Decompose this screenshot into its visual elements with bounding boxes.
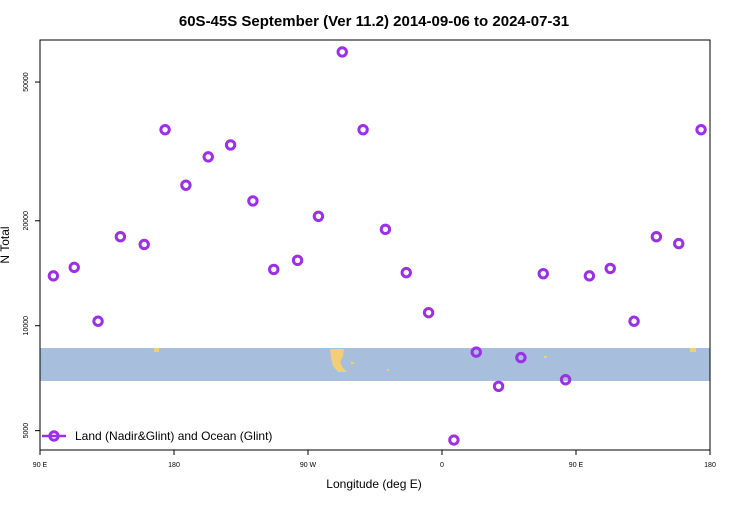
legend: Land (Nadir&Glint) and Ocean (Glint) [42,429,272,443]
data-point [448,434,460,446]
data-point [400,266,412,279]
legend-label: Land (Nadir&Glint) and Ocean (Glint) [75,429,272,443]
data-point [202,151,214,163]
y-tick-label: 20000 [23,211,30,231]
data-point [379,223,392,236]
data-point [357,123,369,136]
data-point [628,315,640,327]
data-point [47,270,60,282]
land-patch-new-zealand [154,348,159,352]
x-tick-label: 0 [440,462,444,469]
land-south-america [330,349,347,372]
latitude-band [40,348,710,381]
y-tick-label: 5000 [23,423,30,439]
data-point [559,374,572,386]
chart-title: 60S-45S September (Ver 11.2) 2014-09-06 … [179,13,569,30]
data-point [68,261,80,274]
data-point [470,346,482,358]
data-point [492,380,505,393]
data-point [312,210,325,222]
data-point [247,195,259,207]
data-point [583,270,596,282]
land-patch-new-zealand-repeat [690,348,696,352]
y-axis-label: N Total [0,226,12,263]
data-point [92,315,104,327]
data-point [422,306,435,319]
legend-marker [48,430,60,442]
land-patch-falklands [351,362,354,364]
x-tick-label: 90 W [300,462,317,469]
data-point [650,231,663,243]
land-patch-kerguelen [544,356,547,358]
data-point [138,238,150,251]
data-point [224,139,237,151]
x-tick-label: 90 E [569,462,584,469]
data-point [114,231,127,243]
data-point [515,351,527,364]
data-point [268,263,280,276]
x-tick-label: 180 [704,462,716,469]
x-tick-label: 180 [168,462,180,469]
data-point [336,46,348,58]
data-point [537,267,549,280]
data-point [291,254,304,267]
data-point [673,237,685,250]
data-point [180,179,192,191]
x-tick-label: 90 E [33,462,48,469]
data-point [604,262,616,275]
y-tick-label: 50000 [23,72,30,92]
data-point [695,123,707,136]
plot-area: 90 E 180 90 W 0 90 E 180 5000 10000 20000 50000 [23,39,716,469]
y-tick-label: 10000 [23,316,30,336]
land-patch-south-georgia [387,369,389,371]
data-point [159,123,171,136]
plot-frame [39,39,711,451]
x-axis-label: Longitude (deg E) [326,477,421,491]
